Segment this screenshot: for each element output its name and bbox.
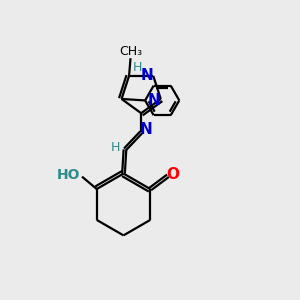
Text: N: N [148,93,161,108]
Text: N: N [140,68,153,83]
Text: CH₃: CH₃ [120,45,143,58]
Text: H: H [132,61,142,74]
Text: N: N [140,122,153,137]
Text: O: O [167,167,180,182]
Text: H: H [111,141,120,154]
Text: HO: HO [57,168,80,182]
